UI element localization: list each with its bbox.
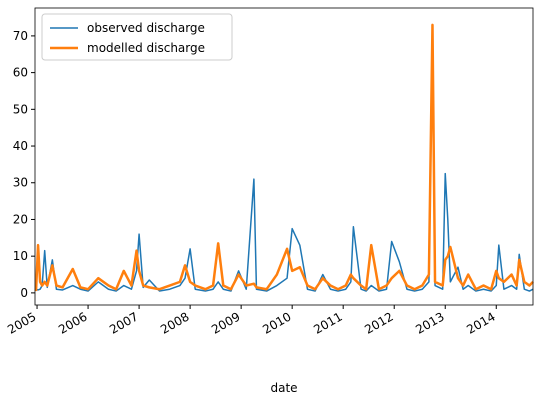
plot-frame <box>34 7 534 306</box>
x-tick-label: 2005 <box>5 309 38 336</box>
y-tick-label: 60 <box>13 66 28 80</box>
x-tick-label: 2008 <box>158 309 191 336</box>
y-tick-label: 10 <box>13 249 28 263</box>
x-tick-label: 2010 <box>260 309 293 336</box>
x-tick-label: 2012 <box>362 309 395 336</box>
x-tick-label: 2014 <box>464 309 497 336</box>
x-tick-label: 2007 <box>107 309 140 336</box>
legend-box <box>41 13 233 61</box>
legend-label: modelled discharge <box>87 41 205 55</box>
y-tick-label: 0 <box>20 286 28 300</box>
x-tick-label: 2011 <box>311 309 344 336</box>
legend-label: observed discharge <box>87 21 205 35</box>
y-tick-label: 20 <box>13 212 28 226</box>
series-line <box>35 24 534 292</box>
x-axis-label: date <box>270 381 297 395</box>
x-tick-label: 2013 <box>413 309 446 336</box>
x-tick-label: 2006 <box>56 309 89 336</box>
series-line <box>34 23 534 292</box>
x-tick-label: 2009 <box>209 309 242 336</box>
y-tick-label: 30 <box>13 176 28 190</box>
y-tick-label: 50 <box>13 102 28 116</box>
y-tick-label: 70 <box>13 29 28 43</box>
y-tick-label: 40 <box>13 139 28 153</box>
